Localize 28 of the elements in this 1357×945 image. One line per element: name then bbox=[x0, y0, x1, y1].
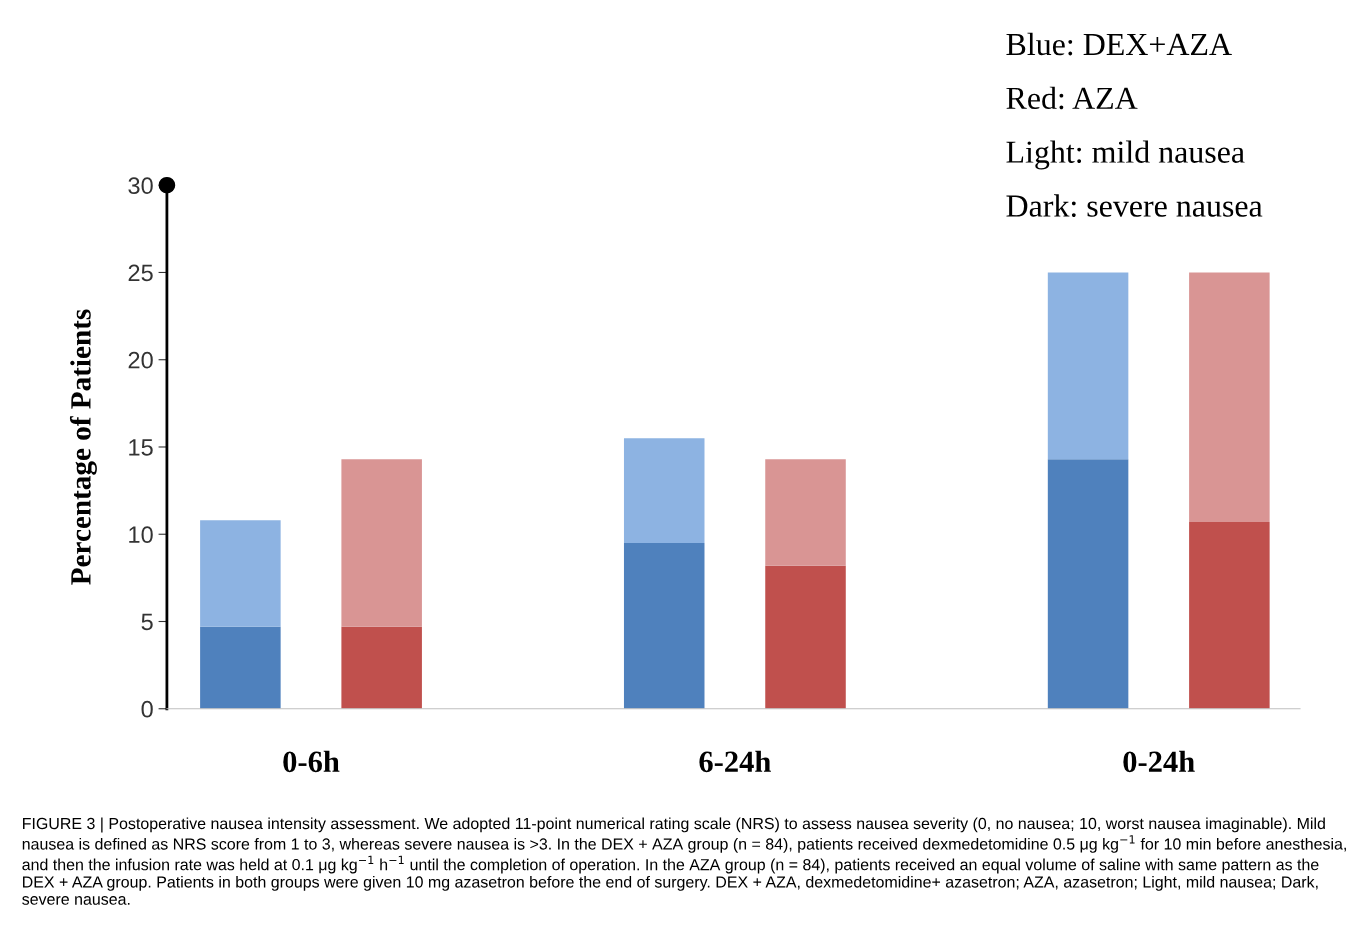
bar bbox=[200, 626, 281, 709]
bar bbox=[341, 459, 422, 627]
annotation: Dark: severe nausea bbox=[1006, 194, 1263, 217]
y-tick-label: 0 bbox=[141, 700, 153, 718]
bar bbox=[765, 459, 846, 566]
x-tick-label: 0-24h bbox=[1123, 750, 1195, 773]
bar bbox=[1189, 522, 1270, 709]
text: Red: AZA bbox=[1006, 86, 1138, 110]
bar bbox=[623, 542, 705, 709]
bar bbox=[200, 520, 281, 627]
bar bbox=[623, 438, 705, 543]
text: Light: mild nausea bbox=[1006, 140, 1245, 170]
text: FIGURE 3 | Postoperative nausea intensity assessment. We adopted 11-point numerical rating scale (NRS) to assess nausea severity (0, no nausea; 10, worst nausea imaginable). Mild nausea is defined as NRS score from 1 to 3, whereas severe nausea is >3. In the DEX + AZA group (n = 84), patients received dexmedetomidine 0.5 μg kg$^{−1}$ for 10 min before anesthesia, and then the infusion rate was held at 0.1 μg kg$^{−1}$ h$^{−1}$ until the completion of operation. In the AZA group (n = 84), patients received an equal volume of saline with same pattern as the DEX + AZA group. Patients in both groups were given 10 mg azasetron before the end of surgery. DEX + AZA, dexmedetomidine+ azasetron; AZA, azasetron; Light, mild nausea; Dark, severe nausea. bbox=[22, 817, 1346, 905]
y-tick-label: 25 bbox=[128, 264, 153, 282]
bar bbox=[1189, 272, 1270, 523]
y-tick-label: 20 bbox=[128, 351, 153, 369]
y-tick-label: 30 bbox=[128, 177, 153, 195]
y-tick-label: 10 bbox=[129, 526, 153, 544]
text: Blue: DEX+AZA bbox=[1006, 32, 1232, 56]
y-tick-label: 15 bbox=[129, 439, 153, 456]
bar bbox=[341, 626, 422, 709]
x-tick-label: 0-6h bbox=[283, 750, 340, 773]
bar bbox=[1047, 459, 1129, 709]
x-tick-label: 6-24h bbox=[699, 750, 771, 773]
y-axis-title: Percentage of Patients bbox=[69, 309, 97, 585]
bar bbox=[1047, 272, 1129, 460]
y-tick-label: 5 bbox=[141, 613, 153, 631]
bar bbox=[765, 565, 846, 709]
